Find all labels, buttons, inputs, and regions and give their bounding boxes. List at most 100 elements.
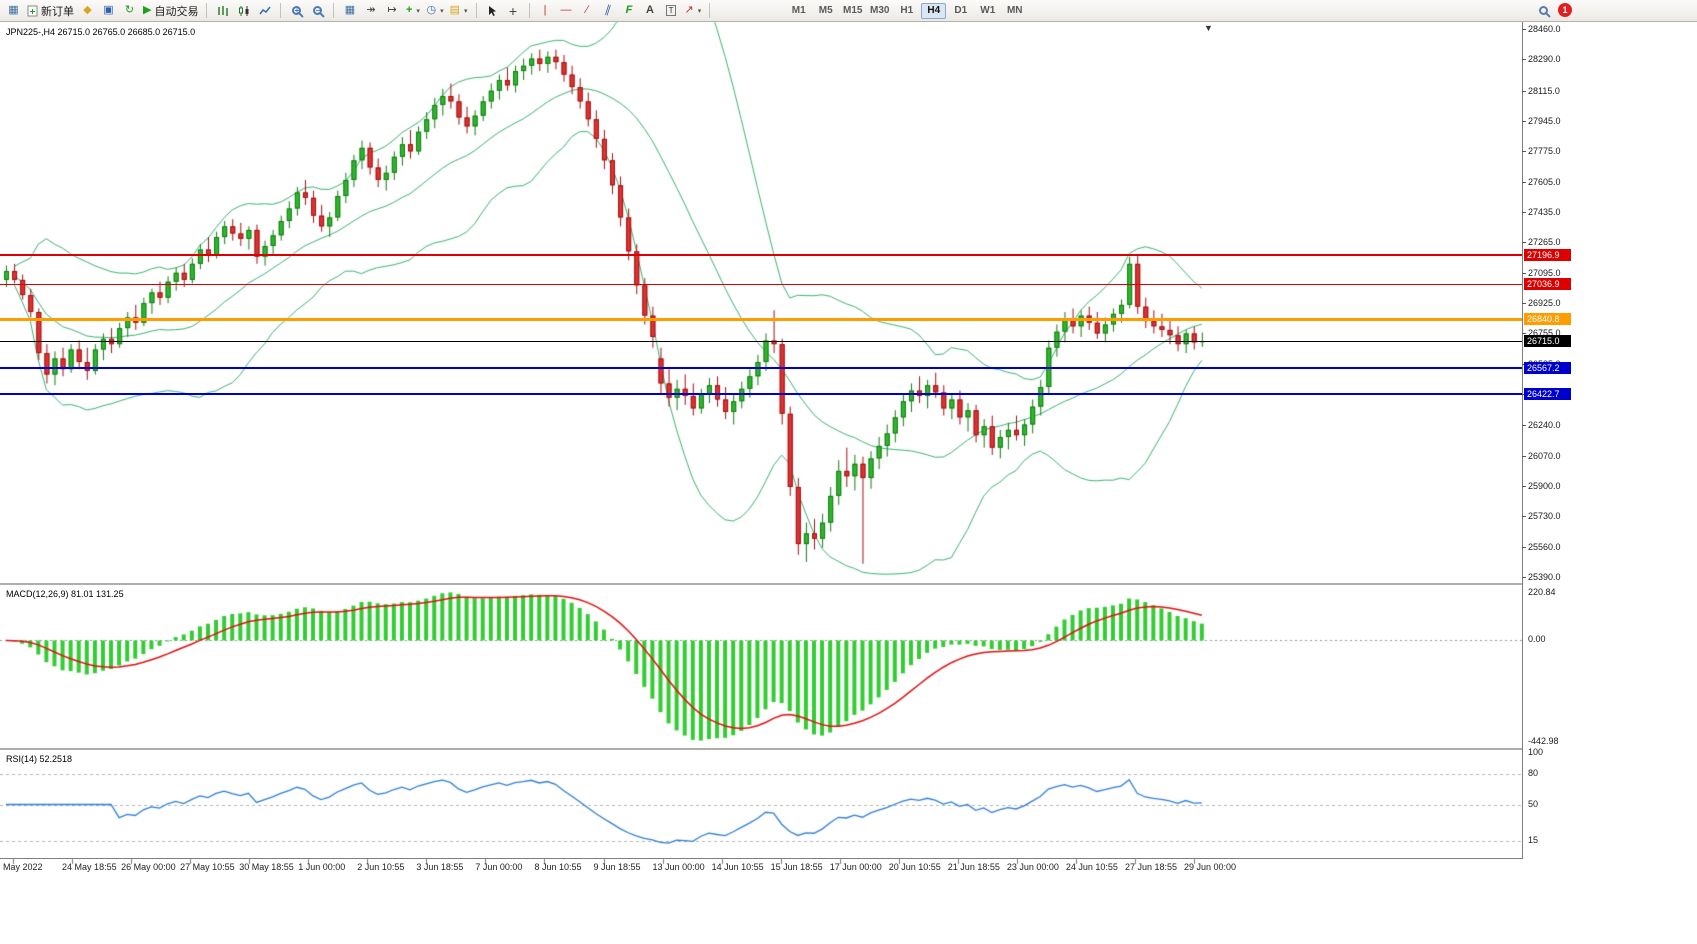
timeframe-m30[interactable]: M30 bbox=[870, 5, 890, 16]
hline-26840.8[interactable] bbox=[0, 318, 1522, 321]
text-button[interactable]: A bbox=[641, 2, 660, 20]
y-axis-label: 26240.0 bbox=[1522, 420, 1561, 431]
panel-separator[interactable] bbox=[0, 583, 1572, 585]
time-axis-label: 20 Jun 10:55 bbox=[888, 862, 941, 872]
periods-button[interactable]: ◷ ▾ bbox=[424, 2, 445, 20]
candlestick-chart-icon bbox=[238, 5, 249, 16]
bar-chart-icon bbox=[218, 5, 228, 16]
fibonacci-button[interactable]: F bbox=[620, 2, 639, 20]
time-axis-label: 15 Jun 18:55 bbox=[770, 862, 823, 872]
chart-shift-button[interactable]: ↦ bbox=[382, 2, 401, 20]
panel-separator[interactable] bbox=[0, 748, 1572, 750]
time-axis-label: 2 Jun 10:55 bbox=[357, 862, 405, 872]
price-tag-27196.9: 27196.9 bbox=[1524, 249, 1571, 262]
arrow-shapes-icon: ↗ bbox=[684, 4, 694, 16]
market-watch-icon: ▣ bbox=[103, 4, 114, 16]
time-axis-label: 7 Jun 00:00 bbox=[475, 862, 523, 872]
time-axis-label: 23 Jun 00:00 bbox=[1006, 862, 1059, 872]
timeframe-m1[interactable]: M1 bbox=[791, 5, 806, 16]
hline-26422.7[interactable] bbox=[0, 393, 1522, 395]
time-axis-label: 3 Jun 18:55 bbox=[416, 862, 464, 872]
timeframe-m15[interactable]: M15 bbox=[843, 5, 863, 16]
price-tag-26567.2: 26567.2 bbox=[1524, 361, 1571, 374]
timeframe-h4[interactable]: H4 bbox=[921, 2, 947, 19]
price-tag-27036.9: 27036.9 bbox=[1524, 278, 1571, 291]
time-axis-label: 30 May 18:55 bbox=[239, 862, 294, 872]
hline-26715.0[interactable] bbox=[0, 341, 1522, 342]
time-axis-label: 24 May 18:55 bbox=[62, 862, 117, 872]
autoscroll-button[interactable]: ↠ bbox=[361, 2, 380, 20]
clock-icon: ◷ bbox=[426, 4, 437, 16]
refresh-icon: ↻ bbox=[124, 4, 135, 16]
rsi-scale-label: 50 bbox=[1528, 798, 1539, 809]
price-axis[interactable]: 220.84 0.00 -442.98 100 80 50 15 28460.0… bbox=[1522, 22, 1572, 859]
indicators-button[interactable]: + ▾ bbox=[403, 2, 422, 20]
arrows-button[interactable]: ↗ ▾ bbox=[683, 2, 704, 20]
hline-27196.9[interactable] bbox=[0, 254, 1522, 256]
toolbar-separator bbox=[206, 3, 208, 18]
time-axis-label: 9 Jun 18:55 bbox=[593, 862, 641, 872]
time-axis-border bbox=[0, 858, 1572, 859]
hline-26567.2[interactable] bbox=[0, 367, 1522, 369]
timeframe-m5[interactable]: M5 bbox=[818, 5, 833, 16]
time-axis[interactable]: May 2022 24 May 18:55 26 May 00:00 27 May 1… bbox=[0, 862, 1572, 878]
time-axis-label: 24 Jun 10:55 bbox=[1065, 862, 1118, 872]
new-order-label: 新订单 bbox=[41, 5, 74, 18]
y-axis-label: 25390.0 bbox=[1522, 572, 1561, 582]
time-axis-label: 27 Jun 18:55 bbox=[1124, 862, 1177, 872]
y-axis-label: 26755.0 bbox=[1522, 328, 1561, 339]
candlestick-chart-button[interactable] bbox=[234, 2, 253, 20]
channel-button[interactable]: ∥ bbox=[599, 2, 618, 20]
cursor-button[interactable] bbox=[483, 2, 502, 20]
text-label-button[interactable]: T bbox=[662, 2, 681, 20]
metaeditor-icon: ◆ bbox=[83, 4, 92, 16]
timeframe-mn[interactable]: MN bbox=[1006, 5, 1023, 16]
new-chart-button[interactable]: ▦ bbox=[4, 2, 23, 20]
toolbar-separator bbox=[333, 3, 335, 18]
time-axis-label: 1 Jun 00:00 bbox=[298, 862, 346, 872]
hline-27036.9[interactable] bbox=[0, 284, 1522, 285]
tile-windows-button[interactable]: ▦ bbox=[340, 2, 359, 20]
new-order-icon bbox=[27, 5, 38, 16]
market-watch-button[interactable]: ▣ bbox=[99, 2, 118, 20]
chart-window: JPN225-,H4 26715.0 26765.0 26685.0 26715… bbox=[0, 22, 1697, 944]
autoscroll-icon: ↠ bbox=[366, 4, 376, 16]
vertical-line-button[interactable]: | bbox=[536, 2, 555, 20]
trendline-button[interactable]: ∕ bbox=[578, 2, 597, 20]
macd-scale-max: 220.84 bbox=[1528, 587, 1556, 597]
dropdown-caret-icon: ▾ bbox=[416, 7, 420, 15]
y-axis-label: 25900.0 bbox=[1522, 480, 1561, 491]
zoom-in-icon bbox=[292, 6, 302, 15]
templates-button[interactable]: ▤ ▾ bbox=[448, 2, 470, 20]
search-icon[interactable] bbox=[1539, 5, 1548, 15]
y-axis-label: 26925.0 bbox=[1522, 298, 1561, 308]
rsi-scale-label: 15 bbox=[1528, 834, 1539, 845]
macd-scale-min: -442.98 bbox=[1528, 736, 1559, 746]
time-axis-label: 17 Jun 00:00 bbox=[829, 862, 882, 872]
time-axis-label: 21 Jun 18:55 bbox=[947, 862, 1000, 872]
y-axis-label: 27265.0 bbox=[1522, 237, 1561, 248]
y-axis-label: 28460.0 bbox=[1522, 24, 1561, 34]
zoom-out-button[interactable] bbox=[308, 2, 327, 20]
bar-chart-button[interactable] bbox=[213, 2, 232, 20]
crosshair-button[interactable]: + bbox=[504, 2, 523, 20]
timeframe-w1[interactable]: W1 bbox=[980, 5, 996, 16]
new-order-button[interactable]: 新订单 bbox=[25, 2, 76, 20]
y-axis-label: 27435.0 bbox=[1522, 206, 1561, 217]
horizontal-line-button[interactable]: ― bbox=[557, 2, 576, 20]
chart-canvas[interactable] bbox=[0, 22, 1522, 880]
refresh-button[interactable]: ↻ bbox=[120, 2, 139, 20]
timeframe-h1[interactable]: H1 bbox=[900, 5, 914, 16]
line-chart-button[interactable] bbox=[255, 2, 274, 20]
timeframe-d1[interactable]: D1 bbox=[954, 5, 968, 16]
rsi-scale-label: 80 bbox=[1528, 767, 1539, 778]
metaeditor-button[interactable]: ◆ bbox=[78, 2, 97, 20]
zoom-in-button[interactable] bbox=[287, 2, 306, 20]
notification-badge[interactable]: 1 bbox=[1558, 3, 1572, 17]
indicators-add-icon: + bbox=[405, 4, 413, 16]
y-axis-label: 25560.0 bbox=[1522, 541, 1561, 552]
autotrading-button[interactable]: ▶ 自动交易 bbox=[141, 2, 200, 20]
vertical-line-icon: | bbox=[543, 4, 547, 16]
price-tag-26422.7: 26422.7 bbox=[1524, 387, 1571, 400]
horizontal-line-icon: ― bbox=[560, 4, 572, 16]
